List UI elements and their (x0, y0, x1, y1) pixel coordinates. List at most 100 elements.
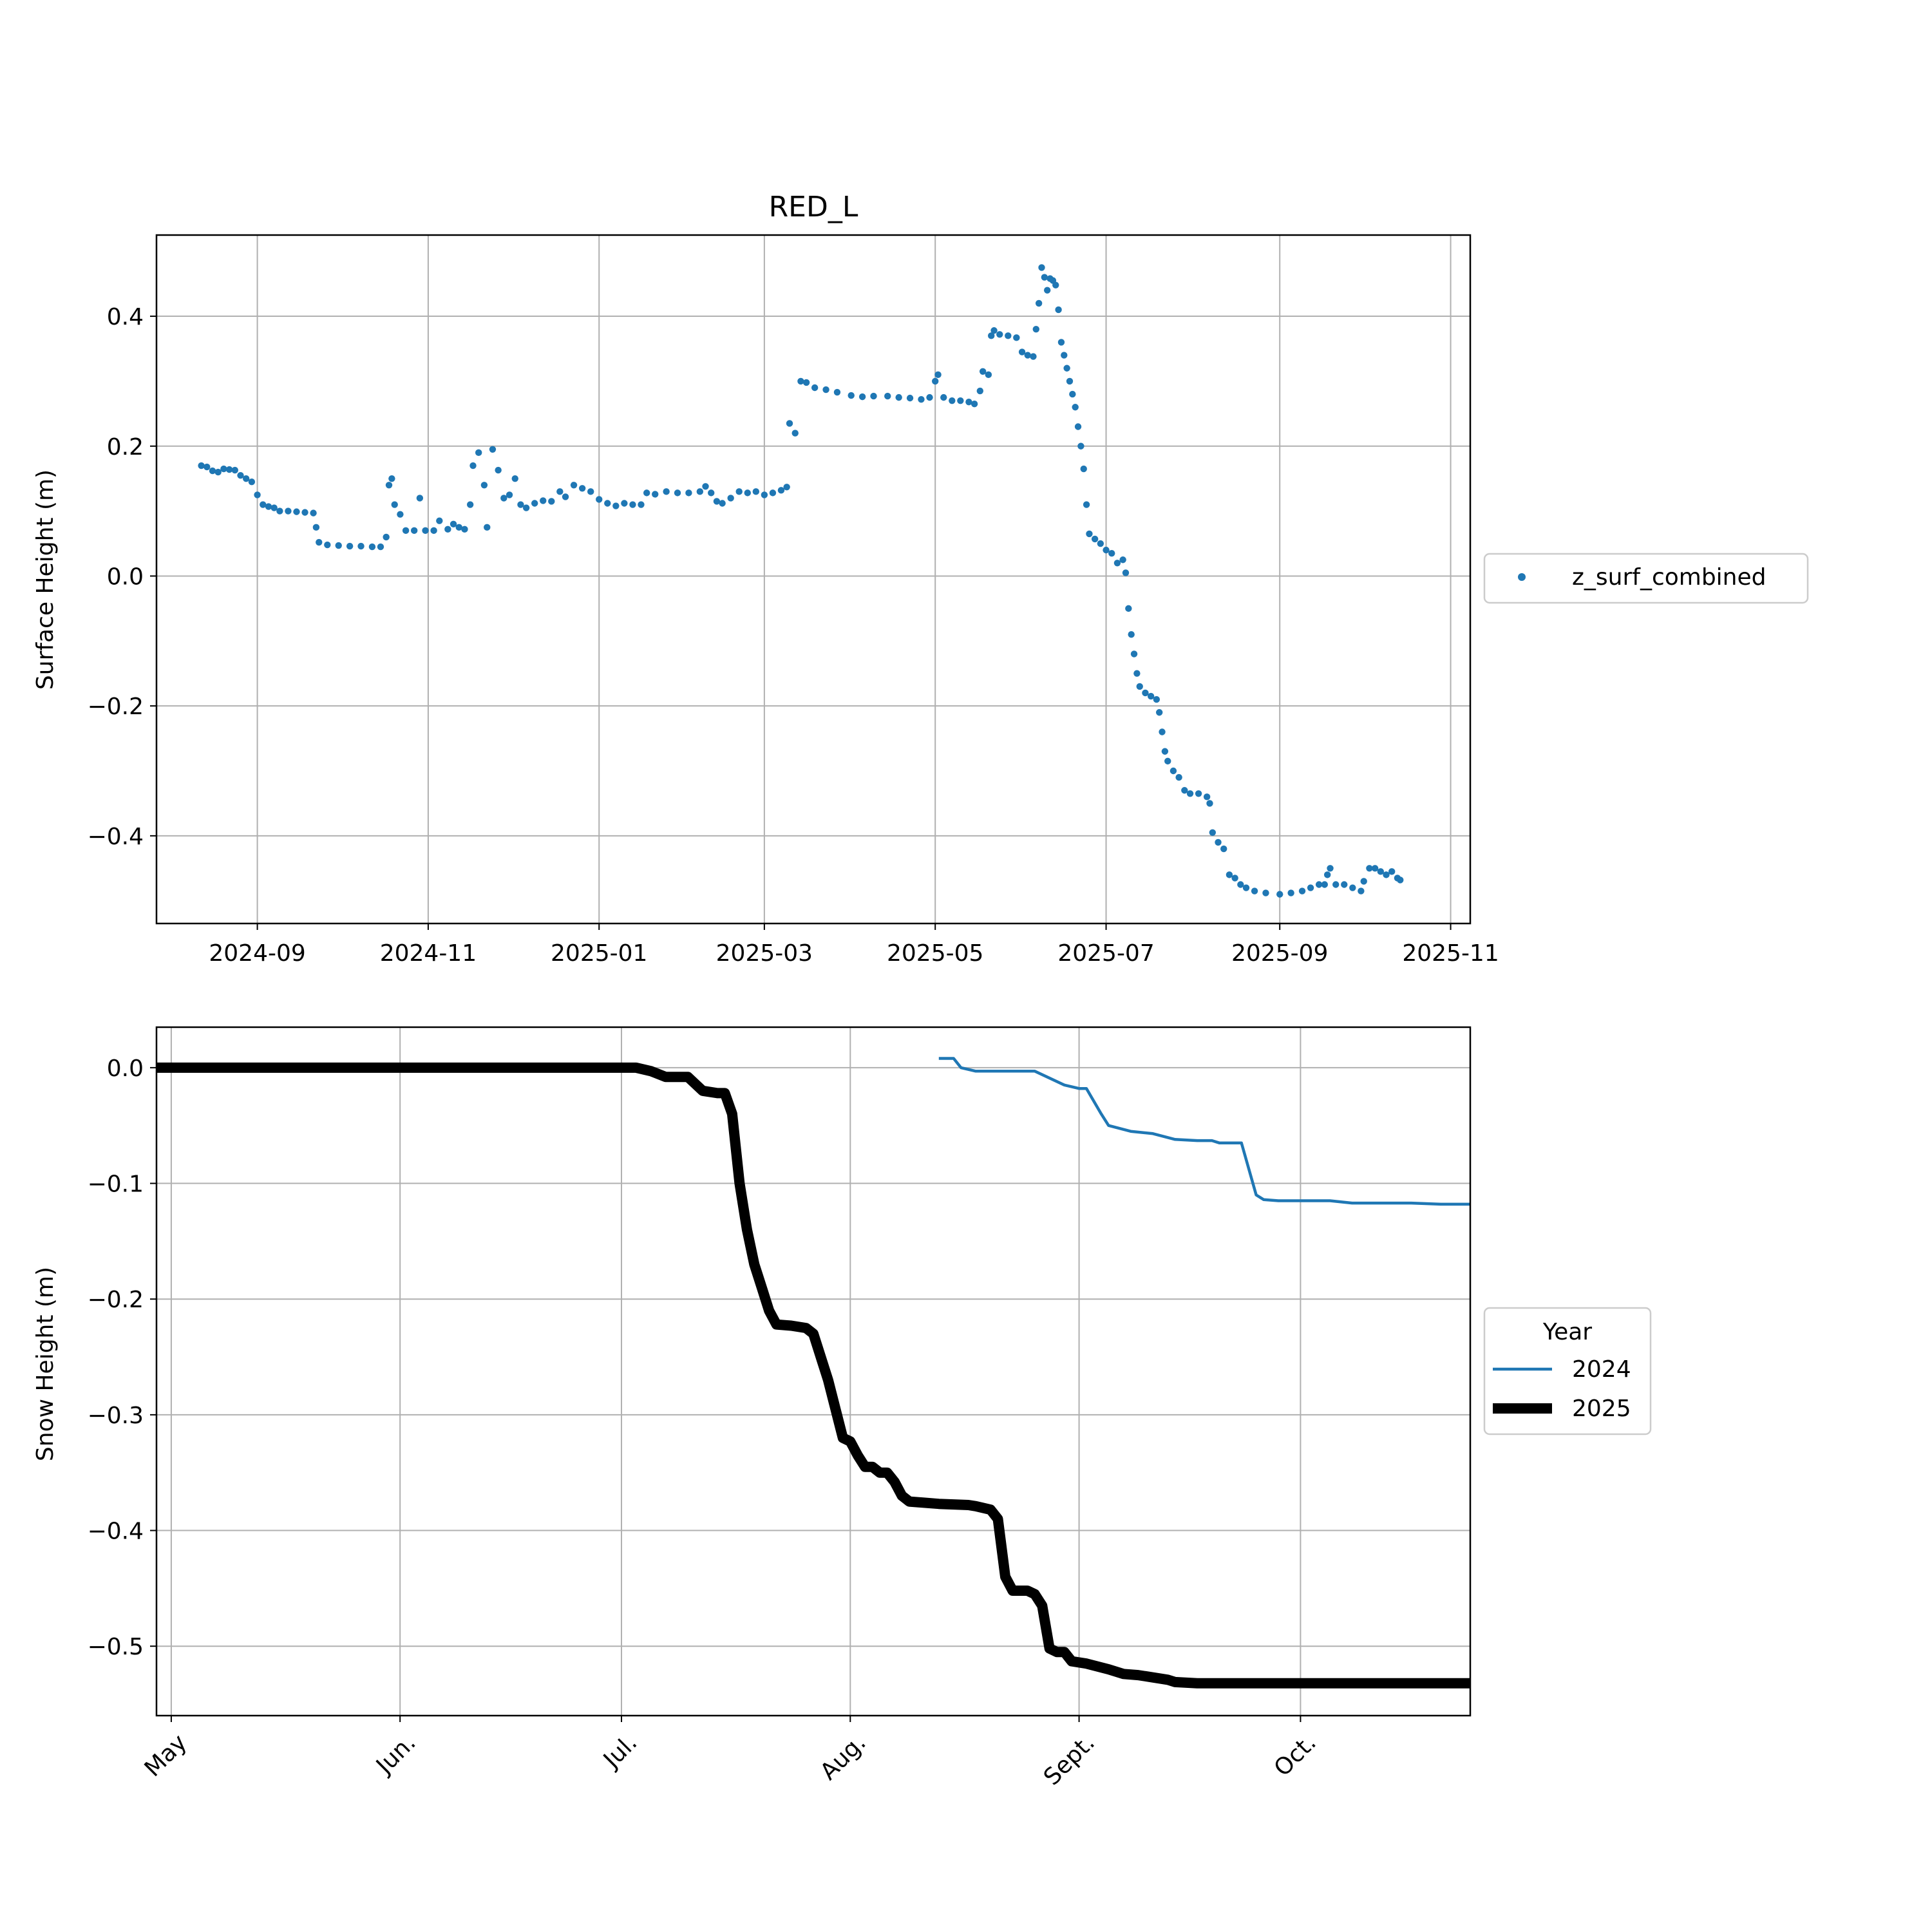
bottom-plot-area (155, 1026, 1472, 1717)
data-point (702, 483, 709, 490)
data-point (833, 388, 841, 396)
data-point (811, 384, 819, 392)
data-point (870, 392, 877, 400)
data-point (500, 495, 507, 502)
data-point (949, 397, 956, 404)
data-point (1024, 352, 1031, 359)
data-point (791, 430, 799, 437)
data-point (1195, 790, 1202, 797)
data-point (1077, 442, 1084, 450)
top-x-axis: 2024-09 2024-11 2025-01 2025-03 2025-05 2025-… (209, 923, 1499, 967)
data-point (357, 542, 365, 550)
data-point (1041, 274, 1048, 281)
data-point (1231, 875, 1238, 882)
data-point (906, 394, 914, 402)
data-point (254, 491, 261, 498)
y-tick-label: 0.2 (107, 434, 144, 460)
data-point (316, 538, 323, 546)
data-point (1262, 889, 1269, 896)
data-point (310, 509, 317, 516)
data-point (1052, 281, 1059, 289)
data-point (204, 463, 211, 471)
data-point (436, 517, 443, 524)
data-point (388, 475, 395, 482)
data-point (1018, 348, 1026, 355)
data-point (786, 420, 793, 427)
data-point (1251, 887, 1258, 895)
bottom-y-axis-label: Snow Height (m) (32, 1267, 59, 1461)
y-tick-label: 0.4 (107, 304, 144, 330)
data-point (410, 527, 418, 535)
bottom-legend-label-2024: 2024 (1572, 1356, 1631, 1383)
data-point (1125, 605, 1132, 612)
data-point (402, 527, 410, 535)
x-tick-label: 2025-01 (551, 940, 647, 967)
data-point (1287, 889, 1294, 896)
data-point (769, 489, 777, 497)
data-point (209, 467, 216, 475)
top-legend: z_surf_combined (1483, 553, 1809, 604)
data-point (1186, 790, 1194, 797)
data-point (858, 393, 866, 401)
data-point (1130, 650, 1138, 658)
data-point (777, 487, 785, 494)
top-gridlines (156, 235, 1470, 923)
data-point (612, 502, 620, 509)
data-point (1074, 423, 1082, 430)
data-point (1153, 696, 1160, 703)
data-point (1175, 773, 1182, 781)
data-point (1323, 871, 1331, 878)
data-point (1170, 767, 1177, 775)
data-point (1226, 871, 1233, 878)
data-point (1108, 549, 1115, 557)
data-point (368, 543, 376, 551)
data-point (957, 397, 964, 404)
top-plot-area (155, 234, 1472, 925)
data-point (1032, 326, 1039, 333)
data-point (506, 491, 513, 498)
data-point (1349, 884, 1356, 891)
data-point (926, 393, 933, 401)
data-point (1155, 709, 1163, 716)
data-point (1341, 881, 1348, 888)
data-point (270, 504, 278, 511)
data-point (797, 377, 804, 385)
data-point (1298, 887, 1306, 895)
data-point (587, 488, 594, 495)
data-point (422, 527, 429, 535)
data-point (1128, 631, 1135, 638)
data-point (1097, 540, 1104, 547)
data-point (1360, 878, 1367, 885)
data-point (822, 386, 829, 393)
top-legend-box (1483, 553, 1809, 604)
data-point (1377, 868, 1385, 875)
data-point (735, 488, 743, 495)
data-point (237, 471, 244, 479)
bottom-y-axis: 0.0 −0.1 −0.2 −0.3 −0.4 −0.5 (88, 1056, 156, 1660)
x-tick-label: Jun. (370, 1729, 421, 1779)
series-line-2025 (156, 1062, 1470, 1689)
data-point (301, 509, 308, 516)
data-point (220, 465, 227, 473)
bottom-gridlines (156, 1027, 1470, 1716)
data-point (719, 500, 726, 507)
y-tick-label: −0.5 (88, 1634, 144, 1660)
data-point (455, 524, 462, 531)
data-point (522, 504, 530, 511)
data-point (1119, 556, 1126, 564)
data-point (466, 501, 474, 508)
data-point (556, 488, 564, 495)
data-point (489, 446, 497, 453)
data-point (979, 368, 987, 375)
data-point (1063, 365, 1070, 372)
data-point (531, 500, 538, 507)
data-point (312, 524, 320, 531)
x-tick-label: Jul. (598, 1729, 642, 1774)
data-point (346, 542, 354, 550)
data-point (293, 508, 300, 515)
data-point (971, 401, 978, 408)
data-point (752, 488, 760, 495)
data-point (629, 501, 636, 508)
data-point (1388, 868, 1396, 875)
